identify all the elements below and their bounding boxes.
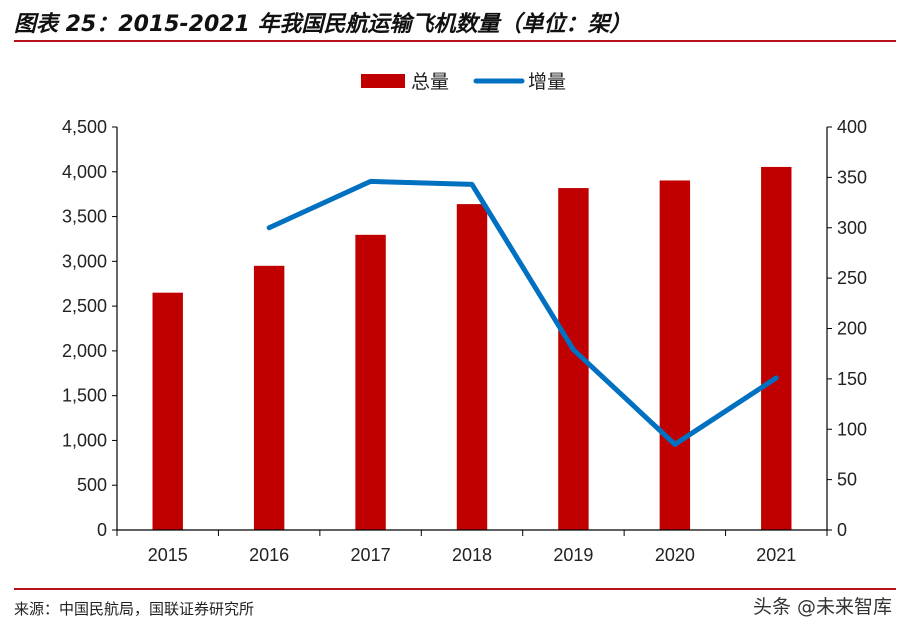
top-rule [14, 40, 896, 42]
right-tick-label: 300 [837, 218, 867, 238]
figure-title: 图表 25：2015-2021 年我国民航运输飞机数量（单位：架） [14, 12, 632, 37]
left-tick-label: 3,500 [62, 207, 107, 227]
x-tick-label: 2021 [756, 545, 796, 565]
legend-label-line: 增量 [528, 71, 566, 93]
x-tick-label: 2018 [452, 545, 492, 565]
right-tick-label: 350 [837, 167, 867, 187]
right-tick-label: 0 [837, 520, 847, 540]
watermark: 头条 @未来智库 [752, 596, 892, 618]
bar [152, 292, 183, 530]
bottom-rule [14, 588, 896, 590]
left-tick-label: 1,500 [62, 386, 107, 406]
right-tick-label: 250 [837, 268, 867, 288]
right-tick-label: 150 [837, 369, 867, 389]
bar [659, 180, 691, 530]
left-tick-label: 4,500 [62, 117, 107, 137]
bar [355, 234, 386, 530]
right-tick-label: 200 [837, 319, 867, 339]
bar [456, 204, 488, 530]
x-tick-label: 2020 [655, 545, 695, 565]
left-tick-label: 3,000 [62, 251, 107, 271]
x-tick-label: 2015 [148, 545, 188, 565]
left-tick-label: 500 [77, 475, 107, 495]
right-tick-label: 50 [837, 470, 857, 490]
right-tick-label: 400 [837, 117, 867, 137]
left-tick-label: 2,000 [62, 341, 107, 361]
legend-label-bar: 总量 [411, 71, 449, 93]
x-tick-label: 2017 [351, 545, 391, 565]
line-series [266, 178, 779, 447]
right-tick-label: 100 [837, 419, 867, 439]
x-tick-label: 2019 [553, 545, 593, 565]
bar [761, 166, 792, 530]
left-tick-label: 0 [97, 520, 107, 540]
left-tick-label: 4,000 [62, 162, 107, 182]
bar-series [152, 166, 792, 530]
source-note: 来源：中国民航局，国联证券研究所 [14, 600, 255, 618]
x-tick-label: 2016 [249, 545, 289, 565]
left-tick-label: 1,000 [62, 430, 107, 450]
bar [253, 265, 285, 530]
line-path [266, 178, 779, 447]
legend: 总量 增量 [361, 71, 566, 93]
legend-swatch-bar [361, 74, 405, 88]
left-tick-label: 2,500 [62, 296, 107, 316]
axes: 05001,0001,5002,0002,5003,0003,5004,0004… [62, 117, 867, 565]
